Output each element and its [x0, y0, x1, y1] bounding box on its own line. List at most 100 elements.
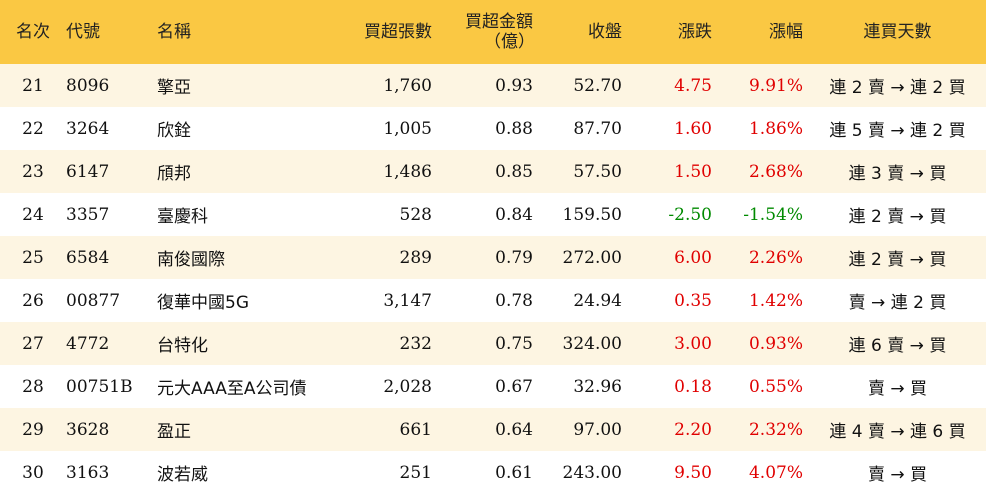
net-amount-cell: 0.85	[495, 161, 533, 182]
header-row: 名次 代號 名稱 買超張數 買超金額 （億） 收盤 漲跌 漲幅 連買天數	[0, 0, 986, 64]
net-lots-cell: 661	[399, 419, 432, 440]
header-net-amount: 買超金額 （億）	[435, 0, 535, 64]
change-pct-cell: 4.07%	[748, 462, 803, 483]
streak-cell: 連 4 賣 → 連 6 買	[829, 422, 966, 442]
change-cell: -2.50	[668, 204, 712, 225]
name-cell: 擎亞	[157, 78, 191, 98]
net-lots-cell: 251	[399, 462, 432, 483]
table-row: 23 6147 頎邦 1,486 0.85 57.50 1.50 2.68% 連…	[0, 150, 986, 193]
table-row: 27 4772 台特化 232 0.75 324.00 3.00 0.93% 連…	[0, 322, 986, 365]
change-cell: 9.50	[674, 462, 712, 483]
code-cell: 00877	[66, 290, 121, 311]
change-pct-cell: 2.26%	[748, 247, 803, 268]
streak-cell: 連 5 賣 → 連 2 買	[829, 121, 966, 141]
close-cell: 57.50	[573, 161, 622, 182]
net-lots-cell: 1,760	[383, 75, 432, 96]
name-cell: 南俊國際	[157, 250, 225, 270]
streak-cell: 連 2 賣 → 買	[848, 250, 947, 270]
code-cell: 6147	[66, 161, 110, 182]
name-cell: 元大AAA至A公司債	[157, 379, 307, 399]
change-cell: 4.75	[674, 75, 712, 96]
rank-cell: 27	[22, 333, 44, 354]
streak-cell: 賣 → 買	[867, 465, 928, 485]
change-cell: 2.20	[674, 419, 712, 440]
code-cell: 4772	[66, 333, 110, 354]
net-amount-cell: 0.75	[495, 333, 533, 354]
table-row: 22 3264 欣銓 1,005 0.88 87.70 1.60 1.86% 連…	[0, 107, 986, 150]
name-cell: 臺慶科	[157, 207, 208, 227]
table-row: 26 00877 復華中國5G 3,147 0.78 24.94 0.35 1.…	[0, 279, 986, 322]
streak-cell: 連 2 賣 → 買	[848, 207, 947, 227]
rank-cell: 25	[22, 247, 44, 268]
close-cell: 159.50	[562, 204, 622, 225]
header-streak: 連買天數	[863, 22, 932, 42]
header-change: 漲跌	[678, 22, 712, 42]
net-amount-cell: 0.61	[495, 462, 533, 483]
net-amount-cell: 0.64	[495, 419, 533, 440]
change-cell: 0.35	[674, 290, 712, 311]
streak-cell: 連 6 賣 → 買	[848, 336, 947, 356]
change-pct-cell: 0.93%	[748, 333, 803, 354]
close-cell: 243.00	[562, 462, 622, 483]
rank-cell: 22	[22, 118, 44, 139]
name-cell: 頎邦	[157, 164, 191, 184]
name-cell: 台特化	[157, 336, 208, 356]
streak-cell: 賣 → 連 2 買	[848, 293, 947, 313]
net-amount-cell: 0.67	[495, 376, 533, 397]
table-row: 24 3357 臺慶科 528 0.84 159.50 -2.50 -1.54%…	[0, 193, 986, 236]
code-cell: 8096	[66, 75, 110, 96]
change-cell: 3.00	[674, 333, 712, 354]
change-pct-cell: 2.32%	[748, 419, 803, 440]
change-pct-cell: 0.55%	[748, 376, 803, 397]
header-name: 名稱	[157, 22, 191, 42]
rank-cell: 21	[22, 75, 44, 96]
net-amount-cell: 0.84	[495, 204, 533, 225]
change-cell: 6.00	[674, 247, 712, 268]
name-cell: 欣銓	[157, 121, 191, 141]
header-net-amount-line2: （億）	[484, 32, 535, 52]
header-code: 代號	[66, 22, 100, 42]
header-net-amount-line1: 買超金額	[465, 12, 533, 32]
close-cell: 24.94	[573, 290, 622, 311]
rank-cell: 29	[22, 419, 44, 440]
close-cell: 87.70	[573, 118, 622, 139]
change-pct-cell: 2.68%	[748, 161, 803, 182]
change-cell: 0.18	[674, 376, 712, 397]
rank-cell: 30	[22, 462, 44, 483]
net-lots-cell: 232	[399, 333, 432, 354]
table-row: 21 8096 擎亞 1,760 0.93 52.70 4.75 9.91% 連…	[0, 64, 986, 107]
streak-cell: 連 3 賣 → 買	[848, 164, 947, 184]
net-amount-cell: 0.79	[495, 247, 533, 268]
table-body: 21 8096 擎亞 1,760 0.93 52.70 4.75 9.91% 連…	[0, 64, 986, 494]
close-cell: 52.70	[573, 75, 622, 96]
code-cell: 6584	[66, 247, 110, 268]
net-lots-cell: 1,486	[383, 161, 432, 182]
table-row: 28 00751B 元大AAA至A公司債 2,028 0.67 32.96 0.…	[0, 365, 986, 408]
code-cell: 00751B	[66, 376, 133, 397]
net-lots-cell: 2,028	[383, 376, 432, 397]
change-pct-cell: -1.54%	[743, 204, 803, 225]
table-row: 25 6584 南俊國際 289 0.79 272.00 6.00 2.26% …	[0, 236, 986, 279]
table-row: 29 3628 盈正 661 0.64 97.00 2.20 2.32% 連 4…	[0, 408, 986, 451]
net-lots-cell: 1,005	[383, 118, 432, 139]
rank-cell: 28	[22, 376, 44, 397]
rank-cell: 24	[22, 204, 44, 225]
close-cell: 272.00	[562, 247, 622, 268]
net-amount-cell: 0.88	[495, 118, 533, 139]
change-cell: 1.60	[674, 118, 712, 139]
change-pct-cell: 1.42%	[748, 290, 803, 311]
close-cell: 97.00	[573, 419, 622, 440]
net-amount-cell: 0.93	[495, 75, 533, 96]
name-cell: 復華中國5G	[157, 293, 249, 313]
net-amount-cell: 0.78	[495, 290, 533, 311]
code-cell: 3264	[66, 118, 110, 139]
net-lots-cell: 528	[399, 204, 432, 225]
net-lots-cell: 289	[399, 247, 432, 268]
table-row: 30 3163 波若威 251 0.61 243.00 9.50 4.07% 賣…	[0, 451, 986, 494]
close-cell: 324.00	[562, 333, 622, 354]
code-cell: 3628	[66, 419, 110, 440]
header-change-pct: 漲幅	[769, 22, 803, 42]
streak-cell: 連 2 賣 → 連 2 買	[829, 78, 966, 98]
rank-cell: 26	[22, 290, 44, 311]
